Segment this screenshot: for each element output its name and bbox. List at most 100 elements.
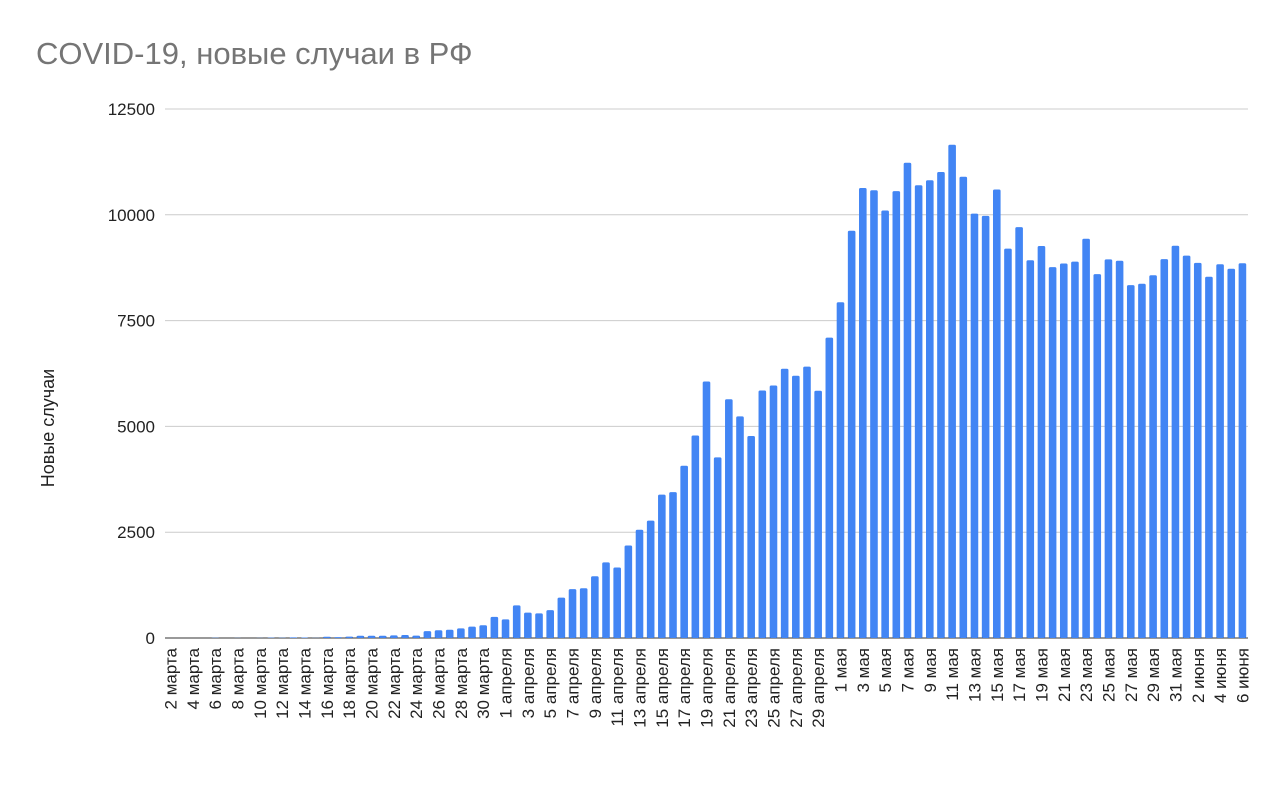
bar xyxy=(1138,283,1146,638)
bar xyxy=(658,494,666,638)
x-tick-label: 6 марта xyxy=(206,647,225,709)
bar xyxy=(870,190,878,638)
x-tick-label: 10 марта xyxy=(251,647,270,718)
y-tick-label: 2500 xyxy=(117,523,155,542)
x-tick-label: 7 мая xyxy=(898,648,917,693)
bar xyxy=(367,635,376,638)
bar xyxy=(1026,260,1035,638)
bar xyxy=(736,416,744,638)
x-tick-label: 17 мая xyxy=(1010,648,1029,702)
bar xyxy=(881,210,889,639)
bar xyxy=(490,616,499,638)
bar xyxy=(1149,275,1157,638)
bar xyxy=(892,191,901,638)
bar xyxy=(1059,263,1068,638)
x-tick-label: 21 мая xyxy=(1055,648,1074,702)
x-tick-label: 13 мая xyxy=(965,648,984,702)
bar xyxy=(334,637,342,638)
bar xyxy=(1126,285,1135,638)
x-tick-label: 19 апреля xyxy=(698,648,717,728)
bar xyxy=(345,636,354,638)
bar xyxy=(1048,267,1057,638)
x-tick-label: 4 июня xyxy=(1211,648,1230,703)
x-tick-label: 7 апреля xyxy=(564,648,583,718)
bar xyxy=(1193,262,1202,638)
bar xyxy=(981,215,990,638)
bar xyxy=(289,637,298,638)
bar xyxy=(524,612,532,638)
x-tick-label: 23 мая xyxy=(1077,648,1096,702)
bar xyxy=(390,635,398,638)
bar xyxy=(814,390,822,638)
bar xyxy=(959,176,968,638)
x-tick-label: 31 мая xyxy=(1166,648,1185,702)
x-tick-label: 2 марта xyxy=(162,647,181,709)
bar xyxy=(948,144,956,638)
bar xyxy=(926,180,934,639)
bar xyxy=(769,385,778,638)
bar xyxy=(691,435,700,638)
bar xyxy=(859,188,867,638)
bar xyxy=(702,381,711,638)
bar xyxy=(803,366,811,638)
bar xyxy=(512,605,521,638)
x-tick-label: 3 мая xyxy=(854,648,873,693)
x-tick-label: 15 мая xyxy=(988,648,1007,702)
bar xyxy=(937,171,945,638)
bar xyxy=(1104,259,1113,638)
bar xyxy=(323,636,331,638)
bar xyxy=(725,399,733,638)
bar xyxy=(914,185,923,638)
bar xyxy=(535,613,543,638)
bar xyxy=(836,302,845,638)
bar xyxy=(1160,259,1169,638)
x-tick-label: 17 апреля xyxy=(675,648,694,728)
x-tick-label: 28 марта xyxy=(452,647,471,718)
bar xyxy=(557,597,566,638)
x-tick-label: 25 мая xyxy=(1099,648,1118,702)
bar xyxy=(903,162,912,638)
bar xyxy=(847,230,856,638)
bar xyxy=(457,628,465,638)
x-tick-label: 15 апреля xyxy=(653,648,672,728)
x-tick-label: 23 апреля xyxy=(742,648,761,728)
chart-title: COVID-19, новые случаи в РФ xyxy=(36,36,473,71)
bar xyxy=(501,619,510,638)
bar xyxy=(378,635,387,638)
x-tick-label: 11 апреля xyxy=(608,648,627,727)
bar xyxy=(1205,276,1213,638)
bar xyxy=(602,562,610,638)
x-tick-label: 3 апреля xyxy=(519,648,538,718)
bar xyxy=(412,635,421,638)
bar xyxy=(468,626,476,638)
bar xyxy=(1115,260,1124,638)
x-tick-label: 2 июня xyxy=(1189,648,1208,703)
bar xyxy=(1015,227,1023,639)
x-tick-label: 22 марта xyxy=(385,647,404,718)
x-tick-label: 4 марта xyxy=(184,647,203,709)
bar xyxy=(356,635,365,638)
bar xyxy=(713,457,722,638)
x-tick-label: 29 мая xyxy=(1144,648,1163,702)
bar xyxy=(680,465,688,638)
x-tick-label: 29 апреля xyxy=(809,648,828,728)
x-tick-label: 26 марта xyxy=(430,647,449,718)
bar xyxy=(1171,245,1180,638)
x-tick-label: 11 мая xyxy=(943,648,962,701)
bar xyxy=(1082,238,1090,638)
bar xyxy=(1182,255,1191,638)
x-tick-label: 25 апреля xyxy=(764,648,783,728)
bar xyxy=(646,520,655,638)
bar xyxy=(992,189,1001,638)
x-tick-label: 16 марта xyxy=(318,647,337,718)
x-tick-label: 21 апреля xyxy=(720,648,739,728)
bar xyxy=(669,492,677,638)
bar xyxy=(423,631,432,638)
x-tick-label: 12 марта xyxy=(273,647,292,718)
bar xyxy=(479,625,487,638)
bar xyxy=(1071,261,1079,638)
y-tick-label: 0 xyxy=(146,629,155,648)
x-tick-label: 14 марта xyxy=(296,647,315,718)
bar xyxy=(434,630,443,638)
